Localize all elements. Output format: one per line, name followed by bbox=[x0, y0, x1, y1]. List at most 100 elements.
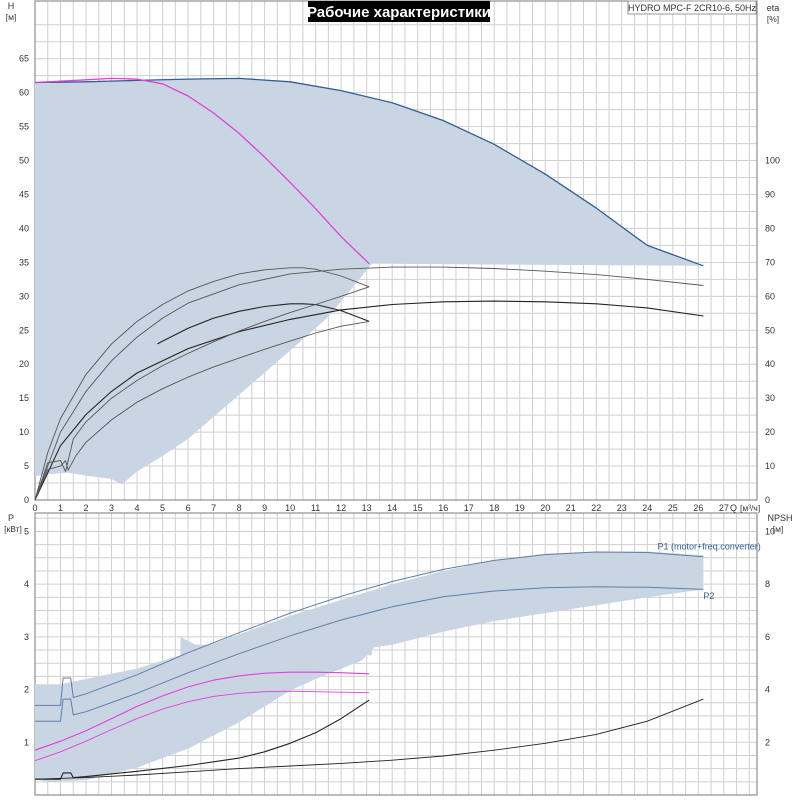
bottom-y-tick-label: 4 bbox=[24, 579, 29, 589]
top-y-tick-label: 25 bbox=[19, 325, 29, 335]
top-y-tick-label: 65 bbox=[19, 54, 29, 64]
bottom-y2-tick-label: 6 bbox=[765, 632, 770, 642]
top-x-tick-label: 22 bbox=[591, 503, 601, 513]
chart-title: Рабочие характеристики bbox=[307, 4, 491, 21]
top-y-tick-label: 55 bbox=[19, 122, 29, 132]
curve-label: P1 (motor+freq.converter) bbox=[658, 541, 761, 551]
top-y-tick-label: 5 bbox=[24, 461, 29, 471]
chart-text: Рабочие характеристики HYDRO MPC-F 2CR10… bbox=[4, 0, 793, 747]
top-x-tick-label: 21 bbox=[566, 503, 576, 513]
top-series-eta-single-c bbox=[34, 286, 370, 501]
model-label: HYDRO MPC-F 2CR10-6, 50Hz bbox=[628, 3, 757, 13]
top-y2-tick-label: 70 bbox=[765, 257, 775, 267]
top-x-tick-label: 0 bbox=[32, 503, 37, 513]
top-y2-tick-label: 100 bbox=[765, 156, 780, 166]
bottom-y2-axis-unit: [м] bbox=[773, 524, 784, 534]
top-x-tick-label: 25 bbox=[668, 503, 678, 513]
top-y2-tick-label: 30 bbox=[765, 393, 775, 403]
top-y-axis-label: H bbox=[8, 1, 15, 11]
top-y2-tick-label: 20 bbox=[765, 427, 775, 437]
top-y2-tick-label: 80 bbox=[765, 223, 775, 233]
top-series-eta-single-a bbox=[34, 267, 370, 501]
bottom-y-tick-label: 3 bbox=[24, 632, 29, 642]
top-y2-tick-label: 10 bbox=[765, 461, 775, 471]
top-x-tick-label: 12 bbox=[336, 503, 346, 513]
top-y-tick-label: 35 bbox=[19, 257, 29, 267]
top-x-tick-label: 9 bbox=[262, 503, 267, 513]
bottom-y2-tick-label: 10 bbox=[765, 526, 775, 536]
top-x-tick-label: 18 bbox=[489, 503, 499, 513]
top-x-tick-label: 6 bbox=[186, 503, 191, 513]
bottom-frame bbox=[34, 512, 758, 796]
top-series-eta-total-b bbox=[34, 300, 704, 501]
top-y-tick-label: 20 bbox=[19, 359, 29, 369]
x-axis-label: Q bbox=[730, 503, 737, 513]
top-series-eta-single-b bbox=[157, 303, 370, 345]
title-box bbox=[308, 1, 490, 22]
bottom-y-tick-label: 5 bbox=[24, 526, 29, 536]
top-series-eta-single-d bbox=[34, 320, 370, 501]
top-operating-band bbox=[35, 78, 704, 485]
top-y-tick-label: 15 bbox=[19, 393, 29, 403]
bottom-y2-tick-label: 4 bbox=[765, 685, 770, 695]
model-box bbox=[627, 0, 757, 15]
top-x-tick-label: 3 bbox=[109, 503, 114, 513]
bottom-y2-tick-label: 2 bbox=[765, 737, 770, 747]
top-y-tick-label: 30 bbox=[19, 291, 29, 301]
x-axis-unit: [м³/ч] bbox=[740, 503, 760, 513]
curve-label: P2 bbox=[703, 591, 714, 601]
top-x-tick-label: 26 bbox=[693, 503, 703, 513]
top-y2-axis-unit: [%] bbox=[767, 14, 779, 24]
top-y2-tick-label: 90 bbox=[765, 189, 775, 199]
top-x-tick-label: 27 bbox=[719, 503, 729, 513]
bottom-series-p2-single bbox=[34, 690, 370, 762]
top-x-tick-label: 10 bbox=[285, 503, 295, 513]
chart-marks bbox=[34, 77, 704, 782]
top-x-tick-label: 14 bbox=[387, 503, 397, 513]
bottom-operating-band-extra bbox=[180, 636, 372, 658]
bottom-series-p1-total bbox=[35, 551, 704, 706]
bottom-y-tick-label: 1 bbox=[24, 737, 29, 747]
top-y2-axis-label: eta bbox=[767, 3, 780, 13]
top-x-tick-label: 16 bbox=[438, 503, 448, 513]
bottom-operating-band bbox=[35, 551, 704, 782]
top-x-tick-label: 2 bbox=[84, 503, 89, 513]
top-series-single-pump bbox=[34, 77, 370, 265]
bottom-y2-axis-label: NPSH bbox=[767, 513, 792, 523]
bottom-series-p1-single bbox=[34, 671, 370, 751]
top-x-tick-label: 15 bbox=[413, 503, 423, 513]
top-x-tick-label: 5 bbox=[160, 503, 165, 513]
top-series-eta-total-a bbox=[34, 266, 704, 501]
top-x-tick-label: 11 bbox=[311, 503, 320, 513]
top-x-tick-label: 7 bbox=[211, 503, 216, 513]
top-y-tick-label: 0 bbox=[24, 495, 29, 505]
top-y-tick-label: 60 bbox=[19, 88, 29, 98]
top-x-tick-label: 1 bbox=[58, 503, 63, 513]
top-x-tick-label: 23 bbox=[617, 503, 627, 513]
top-x-tick-label: 4 bbox=[135, 503, 140, 513]
bottom-y-tick-label: 2 bbox=[24, 685, 29, 695]
top-y-tick-label: 50 bbox=[19, 156, 29, 166]
top-y2-tick-label: 0 bbox=[765, 495, 770, 505]
top-y-tick-label: 40 bbox=[19, 223, 29, 233]
top-y2-tick-label: 40 bbox=[765, 359, 775, 369]
bottom-series-npsh-total bbox=[34, 698, 704, 780]
bottom-y-axis-unit: [кВт] bbox=[4, 524, 22, 534]
top-y2-tick-label: 60 bbox=[765, 291, 775, 301]
bottom-series-p2-total bbox=[35, 586, 704, 722]
top-x-tick-label: 20 bbox=[540, 503, 550, 513]
top-x-tick-label: 24 bbox=[642, 503, 652, 513]
top-y2-tick-label: 50 bbox=[765, 325, 775, 335]
top-y-tick-label: 10 bbox=[19, 427, 29, 437]
bottom-y-axis-label: P bbox=[8, 513, 14, 523]
bottom-series-npsh-single bbox=[35, 699, 370, 780]
top-x-tick-label: 19 bbox=[515, 503, 525, 513]
top-y-axis-unit: [м] bbox=[6, 12, 17, 22]
top-y-tick-label: 45 bbox=[19, 189, 29, 199]
bottom-y2-tick-label: 8 bbox=[765, 579, 770, 589]
top-x-tick-label: 13 bbox=[362, 503, 372, 513]
top-x-tick-label: 17 bbox=[464, 503, 474, 513]
top-x-tick-label: 8 bbox=[237, 503, 242, 513]
